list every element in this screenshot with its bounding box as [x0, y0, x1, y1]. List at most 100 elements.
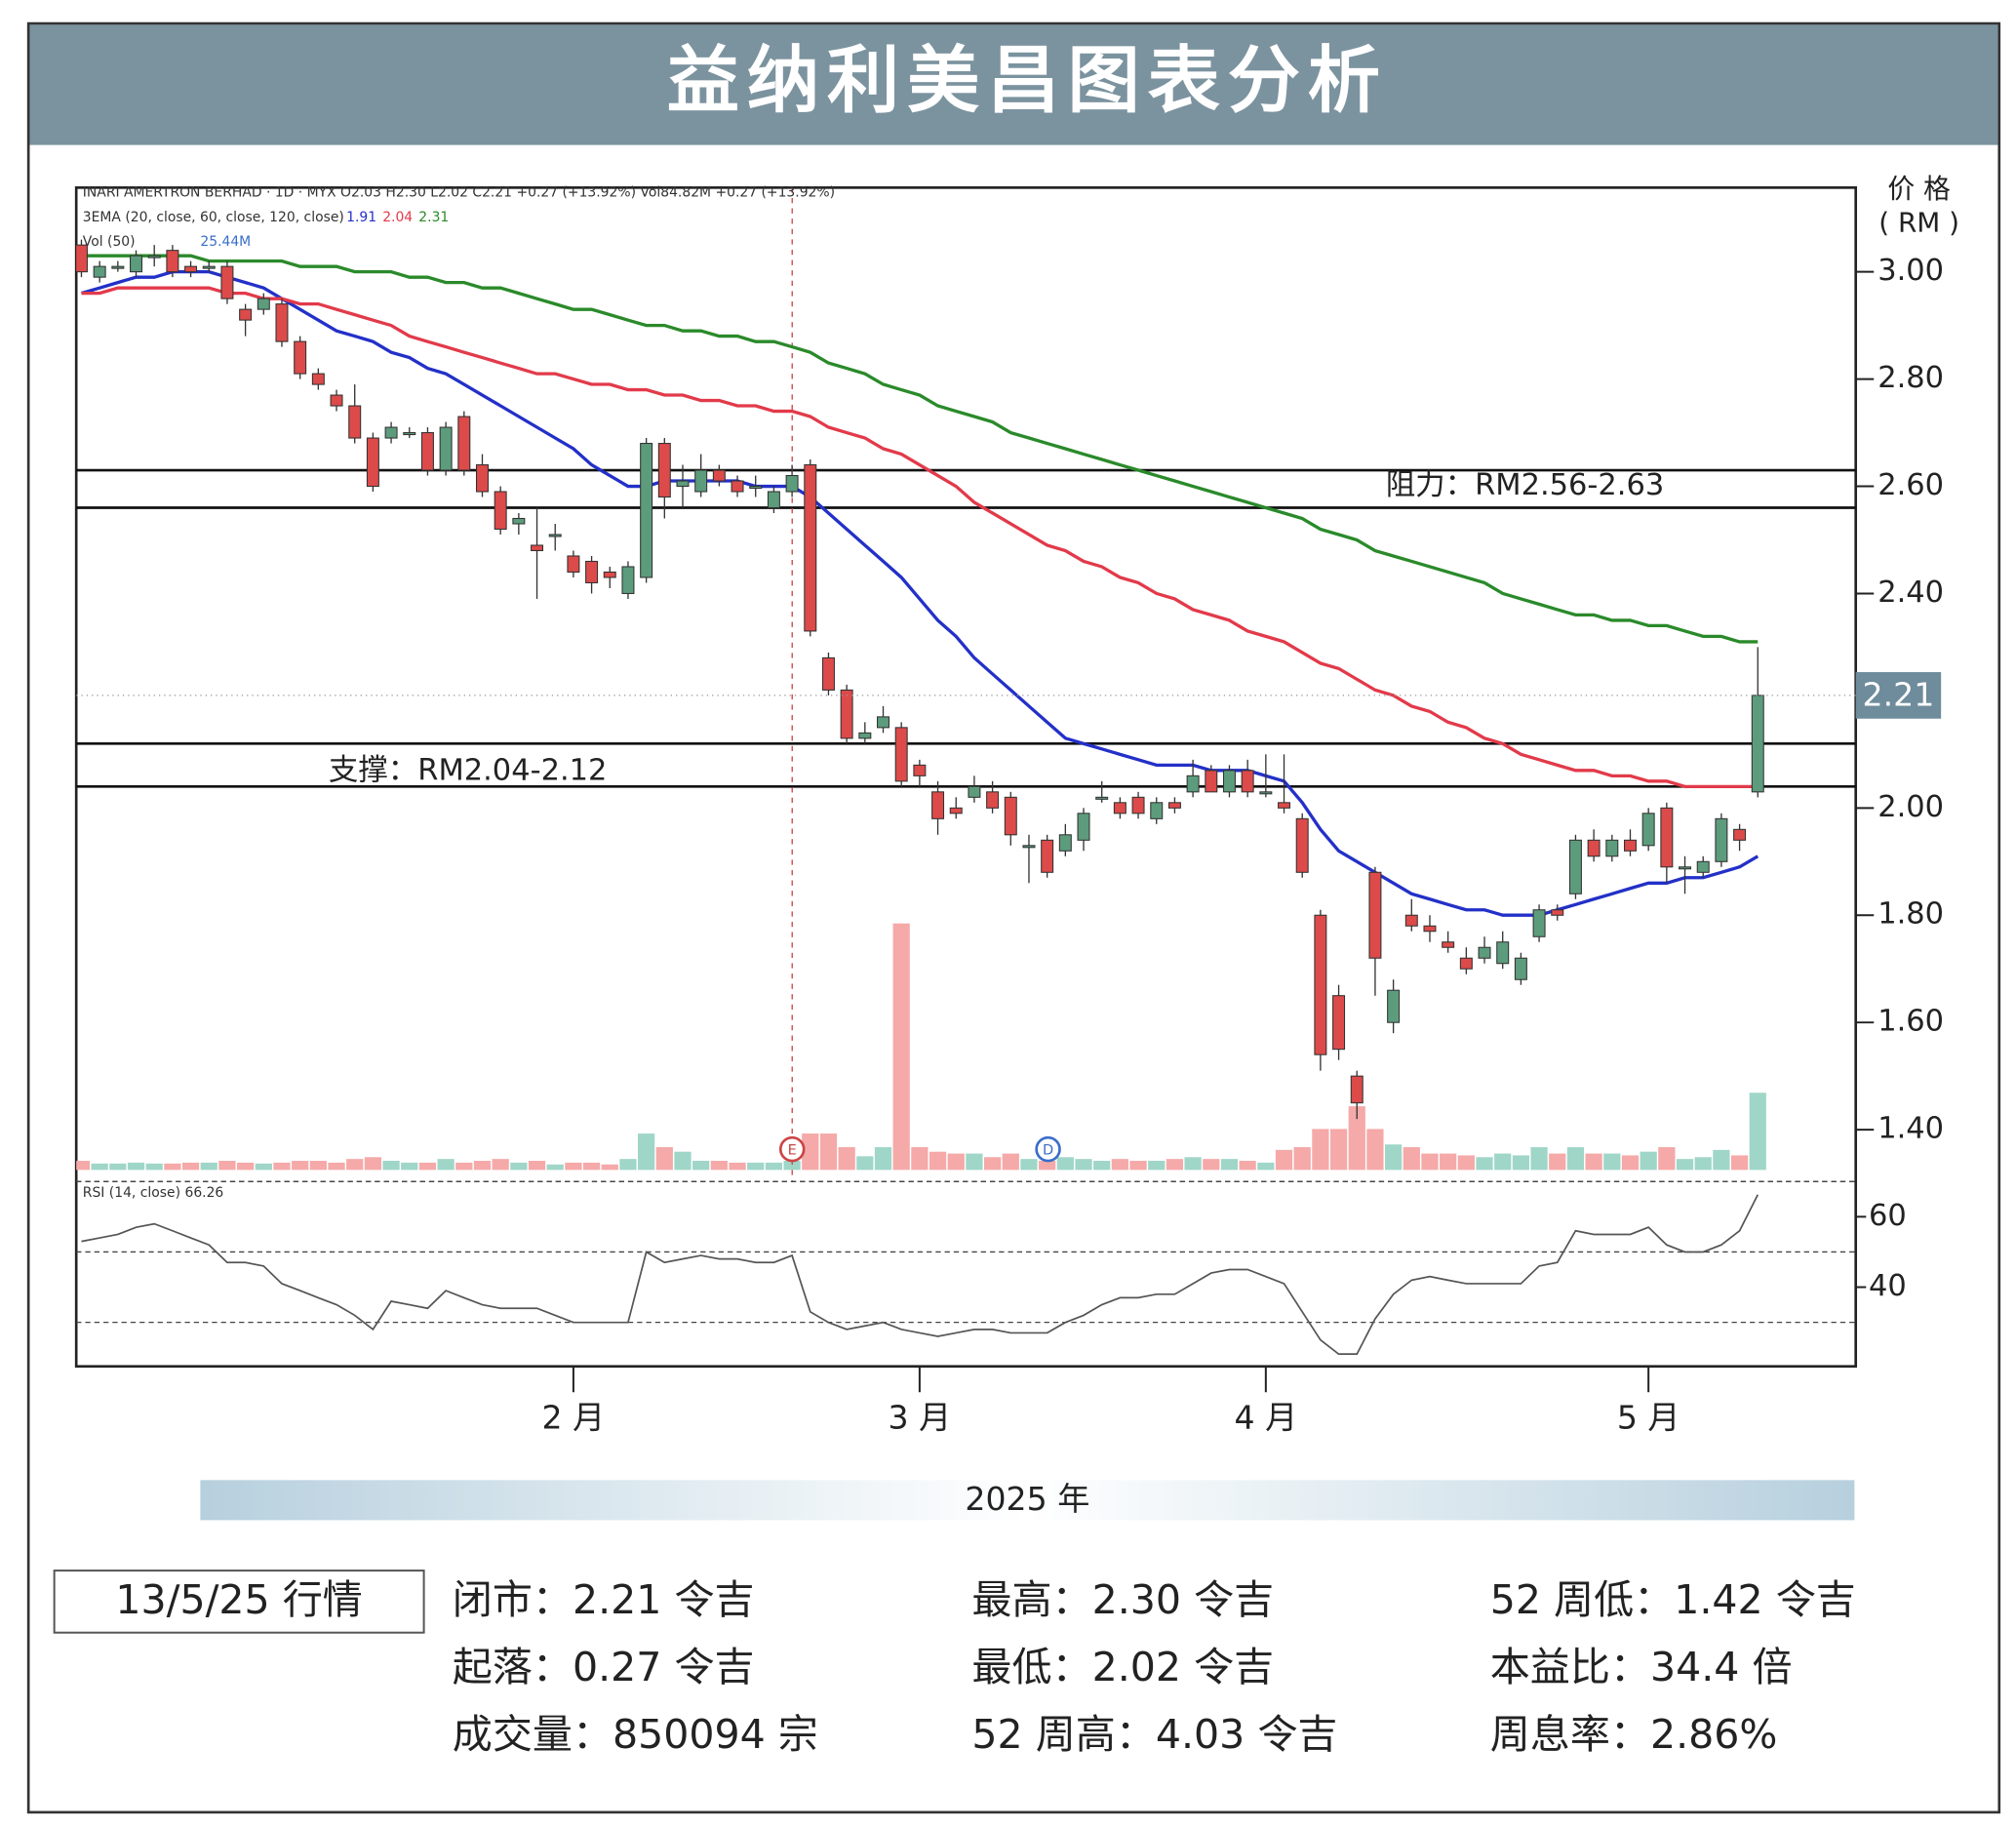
volume-bar	[729, 1162, 746, 1171]
candle-body	[294, 340, 307, 375]
year-band	[200, 1480, 1855, 1521]
candle-body	[420, 432, 434, 471]
volume-bar	[1002, 1153, 1019, 1171]
volume-bar	[1585, 1153, 1602, 1171]
volume-bar	[1694, 1157, 1712, 1171]
candle-body	[1715, 817, 1728, 862]
chart-header: INARI AMERTRON BERHAD · 1D · MYX O2.03 H…	[83, 185, 835, 201]
candle-body	[257, 298, 270, 310]
candle-body	[785, 474, 799, 493]
candle-body	[130, 255, 143, 273]
volume-bar	[109, 1163, 127, 1171]
volume-bar	[546, 1164, 564, 1171]
volume-bar	[1129, 1161, 1147, 1171]
volume-bar	[1239, 1161, 1256, 1171]
candle-body	[840, 689, 853, 739]
volume-bar	[473, 1161, 492, 1171]
candle-body	[731, 480, 744, 493]
rsi-tick-label: 60	[1869, 1199, 1907, 1233]
candle-body	[712, 469, 726, 482]
candle-body	[512, 517, 526, 525]
ema-last-value: 2.04	[382, 210, 413, 225]
candle-body	[1205, 770, 1218, 793]
volume-bar	[437, 1159, 455, 1171]
volume-bar	[1403, 1147, 1420, 1171]
candle-body	[567, 555, 580, 573]
candle-body	[694, 469, 708, 493]
volume-bar	[601, 1164, 618, 1171]
x-tick-label: 3 月	[889, 1399, 952, 1437]
candle-body	[1442, 941, 1455, 948]
candle-body	[403, 432, 416, 436]
last-price-label: 2.21	[1863, 676, 1935, 714]
volume-legend: Vol (50)	[83, 234, 136, 250]
candle-body	[1641, 813, 1655, 847]
candle-body	[1679, 866, 1692, 870]
volume-bar	[838, 1147, 855, 1171]
y-tick-label: 1.40	[1878, 1112, 1944, 1146]
volume-bar	[1749, 1093, 1766, 1171]
volume-bar	[1075, 1159, 1092, 1171]
volume-bar	[364, 1157, 382, 1171]
volume-bar	[1203, 1159, 1220, 1171]
candle-body	[1587, 839, 1601, 857]
candle-body	[384, 426, 398, 439]
candle-body	[1259, 791, 1273, 795]
rsi-last-value: 66.26	[184, 1185, 223, 1201]
event-marker	[1035, 1135, 1061, 1163]
volume-bar	[966, 1153, 983, 1171]
ema-last-value: 2.31	[418, 210, 449, 225]
volume-bar	[1111, 1159, 1128, 1171]
volume-bar	[1166, 1159, 1184, 1171]
y-tick-label: 2.60	[1878, 468, 1944, 502]
candle-body	[1423, 925, 1437, 933]
candle-body	[166, 250, 179, 273]
candle-body	[1278, 802, 1291, 809]
volume-bar	[565, 1162, 582, 1171]
volume-bar	[1385, 1144, 1403, 1171]
volume-bar	[655, 1147, 673, 1171]
candle-body	[621, 566, 635, 594]
support-label: 支撑：RM2.04-2.12	[329, 754, 608, 788]
plot-layer	[76, 187, 1856, 1356]
summary-item: 闭市：2.21 令吉	[453, 1576, 755, 1623]
volume-bar	[983, 1157, 1002, 1171]
candle-body	[949, 807, 963, 815]
y-tick-label: 3.00	[1878, 254, 1944, 288]
volume-bar	[76, 1161, 91, 1171]
candle-body	[366, 437, 379, 488]
volume-bar	[1512, 1155, 1530, 1171]
candle-body	[202, 265, 216, 269]
candle-body	[1167, 802, 1181, 809]
candle-body	[858, 732, 872, 739]
y-tick-label: 2.40	[1878, 576, 1944, 610]
volume-bar	[1093, 1161, 1111, 1171]
volume-bar	[892, 923, 910, 1171]
rsi-legend: RSI (14, close)	[83, 1185, 180, 1201]
ema-line	[81, 286, 1759, 789]
volume-bar	[911, 1147, 929, 1171]
candle-body	[330, 394, 343, 407]
candle-body	[1222, 770, 1236, 793]
summary-item: 52 周高：4.03 令吉	[971, 1711, 1337, 1758]
candle-body	[1350, 1075, 1364, 1104]
candle-body	[1295, 817, 1309, 873]
candle-body	[1751, 695, 1764, 793]
candle-body	[986, 791, 1000, 809]
candle-body	[1605, 839, 1619, 857]
candle-body	[1387, 989, 1401, 1023]
candle-body	[475, 464, 489, 493]
candle-body	[184, 265, 198, 273]
candle-body	[585, 560, 599, 583]
candle-body	[1131, 796, 1145, 815]
date-box	[53, 1570, 425, 1634]
volume-bar	[710, 1161, 728, 1171]
x-tick-label: 2 月	[542, 1399, 606, 1437]
candle-body	[1186, 775, 1200, 793]
candle-body	[1532, 909, 1546, 937]
volume-bar	[510, 1162, 528, 1171]
candle-body	[1368, 871, 1382, 959]
volume-bar	[292, 1161, 309, 1171]
volume-bar	[1275, 1149, 1293, 1171]
candle-body	[913, 764, 927, 776]
